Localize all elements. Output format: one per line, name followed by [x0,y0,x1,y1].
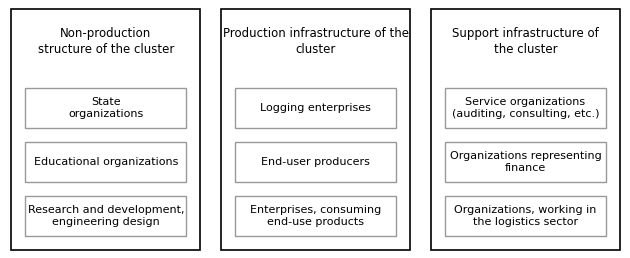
Text: Organizations representing
finance: Organizations representing finance [450,151,601,173]
Text: Support infrastructure of
the cluster: Support infrastructure of the cluster [452,27,598,56]
Text: Logging enterprises: Logging enterprises [260,103,371,113]
Bar [235,88,396,128]
Bar [445,142,606,182]
Bar [11,9,200,250]
Bar [235,142,396,182]
Bar [445,88,606,128]
Bar [25,142,186,182]
Bar [445,196,606,236]
Bar [221,9,410,250]
Bar [431,9,620,250]
Text: Research and development,
engineering design: Research and development, engineering de… [28,205,184,227]
Bar [235,196,396,236]
Bar [25,196,186,236]
Text: Service organizations
(auditing, consulting, etc.): Service organizations (auditing, consult… [452,96,599,119]
Text: End-user producers: End-user producers [261,157,370,167]
Text: Production infrastructure of the
cluster: Production infrastructure of the cluster [222,27,409,56]
Text: State
organizations: State organizations [68,96,144,119]
Text: Enterprises, consuming
end-use products: Enterprises, consuming end-use products [250,205,381,227]
Text: Organizations, working in
the logistics sector: Organizations, working in the logistics … [454,205,597,227]
Text: Educational organizations: Educational organizations [33,157,178,167]
Bar [25,88,186,128]
Text: Non-production
structure of the cluster: Non-production structure of the cluster [38,27,174,56]
